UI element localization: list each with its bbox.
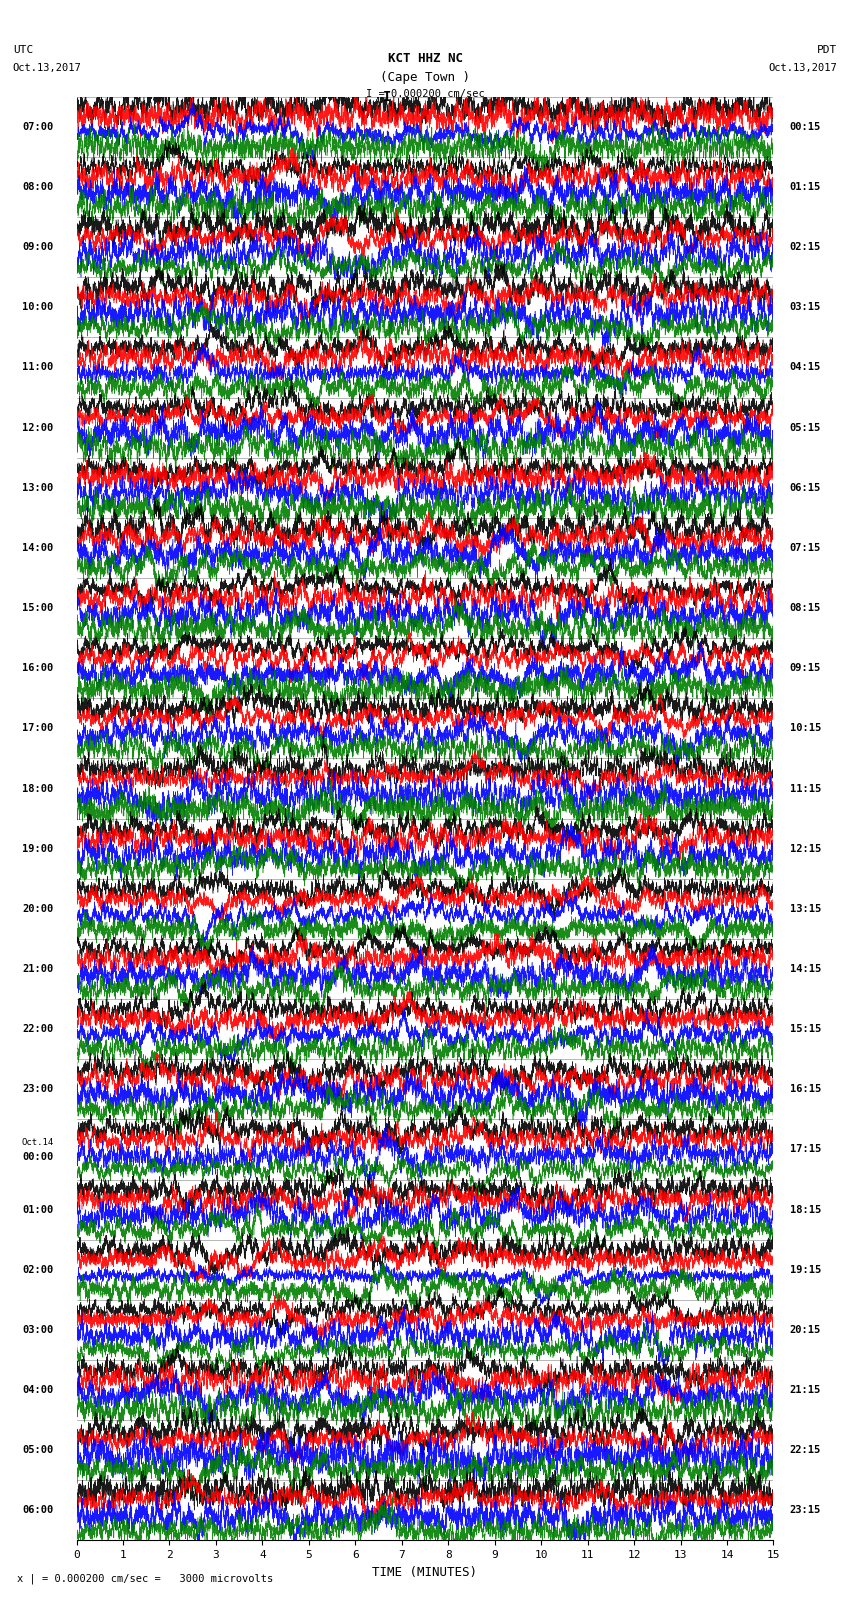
Text: 18:00: 18:00 <box>22 784 54 794</box>
Text: 04:15: 04:15 <box>790 363 821 373</box>
Text: 14:00: 14:00 <box>22 544 54 553</box>
Text: 19:00: 19:00 <box>22 844 54 853</box>
Text: 09:00: 09:00 <box>22 242 54 252</box>
Text: 07:00: 07:00 <box>22 123 54 132</box>
Text: 10:00: 10:00 <box>22 302 54 313</box>
Text: 02:00: 02:00 <box>22 1265 54 1274</box>
Text: 11:00: 11:00 <box>22 363 54 373</box>
Text: 21:15: 21:15 <box>790 1386 821 1395</box>
Text: 11:15: 11:15 <box>790 784 821 794</box>
Text: 20:15: 20:15 <box>790 1324 821 1336</box>
Text: 01:15: 01:15 <box>790 182 821 192</box>
Text: 00:00: 00:00 <box>22 1152 54 1161</box>
Text: 20:00: 20:00 <box>22 903 54 915</box>
X-axis label: TIME (MINUTES): TIME (MINUTES) <box>372 1566 478 1579</box>
Text: 01:00: 01:00 <box>22 1205 54 1215</box>
Text: KCT HHZ NC: KCT HHZ NC <box>388 52 462 65</box>
Text: PDT: PDT <box>817 45 837 55</box>
Text: 05:00: 05:00 <box>22 1445 54 1455</box>
Text: 08:00: 08:00 <box>22 182 54 192</box>
Text: UTC: UTC <box>13 45 33 55</box>
Text: Oct.14: Oct.14 <box>21 1137 54 1147</box>
Text: 08:15: 08:15 <box>790 603 821 613</box>
Text: 12:15: 12:15 <box>790 844 821 853</box>
Text: 12:00: 12:00 <box>22 423 54 432</box>
Text: 07:15: 07:15 <box>790 544 821 553</box>
Text: 04:00: 04:00 <box>22 1386 54 1395</box>
Text: 10:15: 10:15 <box>790 723 821 734</box>
Text: 13:00: 13:00 <box>22 482 54 492</box>
Text: 15:00: 15:00 <box>22 603 54 613</box>
Text: I = 0.000200 cm/sec: I = 0.000200 cm/sec <box>366 89 484 98</box>
Text: 03:00: 03:00 <box>22 1324 54 1336</box>
Text: 23:00: 23:00 <box>22 1084 54 1094</box>
Text: 02:15: 02:15 <box>790 242 821 252</box>
Text: 13:15: 13:15 <box>790 903 821 915</box>
Text: 17:15: 17:15 <box>790 1145 821 1155</box>
Text: 17:00: 17:00 <box>22 723 54 734</box>
Text: I: I <box>382 90 391 105</box>
Text: Oct.13,2017: Oct.13,2017 <box>768 63 837 73</box>
Text: Oct.13,2017: Oct.13,2017 <box>13 63 82 73</box>
Text: 22:00: 22:00 <box>22 1024 54 1034</box>
Text: 00:15: 00:15 <box>790 123 821 132</box>
Text: 15:15: 15:15 <box>790 1024 821 1034</box>
Text: (Cape Town ): (Cape Town ) <box>380 71 470 84</box>
Text: 23:15: 23:15 <box>790 1505 821 1515</box>
Text: 18:15: 18:15 <box>790 1205 821 1215</box>
Text: 09:15: 09:15 <box>790 663 821 673</box>
Text: 21:00: 21:00 <box>22 965 54 974</box>
Text: 16:15: 16:15 <box>790 1084 821 1094</box>
Text: 16:00: 16:00 <box>22 663 54 673</box>
Text: 19:15: 19:15 <box>790 1265 821 1274</box>
Text: 06:15: 06:15 <box>790 482 821 492</box>
Text: 05:15: 05:15 <box>790 423 821 432</box>
Text: 03:15: 03:15 <box>790 302 821 313</box>
Text: x | = 0.000200 cm/sec =   3000 microvolts: x | = 0.000200 cm/sec = 3000 microvolts <box>17 1573 273 1584</box>
Text: 22:15: 22:15 <box>790 1445 821 1455</box>
Text: 06:00: 06:00 <box>22 1505 54 1515</box>
Text: 14:15: 14:15 <box>790 965 821 974</box>
